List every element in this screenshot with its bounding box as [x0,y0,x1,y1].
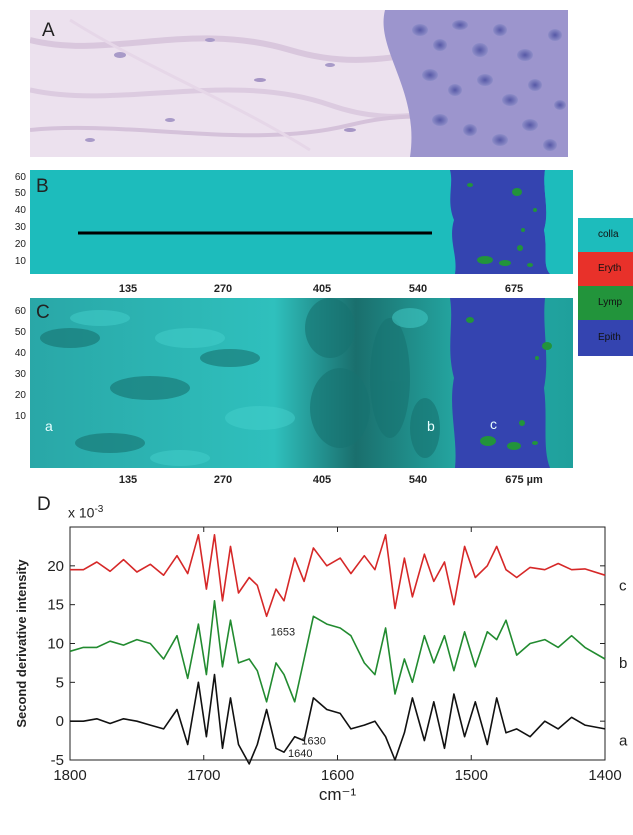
x-tick-c: 135 [118,474,138,486]
panel-b-map: B [30,170,573,274]
panel-label-a: A [42,20,55,41]
y-multiplier-base: x 10 [68,504,95,521]
series-line-a [70,673,606,765]
panel-label-b: B [36,176,49,197]
legend-label: Eryth [598,263,622,274]
panel-c-axes: 60 50 40 30 20 10 [0,300,30,470]
legend-swatch-colla [578,218,633,252]
y-tick-label: 5 [56,674,64,691]
y-tick: 40 [14,205,26,216]
panel-label-c: C [36,302,50,323]
y-tick: 30 [14,222,26,233]
region-label-c: c [490,416,497,432]
legend: colla Eryth Lymp Epith [578,218,633,356]
x-tick-label: 1400 [588,767,621,784]
y-axis-label: Second derivative intensity [14,559,29,728]
legend-swatch-lymp [578,286,633,320]
x-tick-label: 1700 [187,767,220,784]
x-tick-b: 675 [504,283,524,295]
y-multiplier-exp: -3 [94,504,104,515]
y-tick: 10 [14,256,26,267]
histology-image [30,10,568,157]
y-tick: 20 [14,390,26,401]
y-tick-label: -5 [51,752,64,769]
x-tick-c: 270 [213,474,233,486]
series-line-c [70,534,606,618]
legend-swatch-eryth [578,252,633,286]
y-tick: 10 [14,411,26,422]
x-tick-b: 405 [312,283,332,295]
panel-label-d: D [37,494,51,515]
y-tick: 60 [14,306,26,317]
x-tick-c: 540 [408,474,428,486]
x-tick-b: 135 [118,283,138,295]
y-tick: 50 [14,327,26,338]
y-multiplier: x 10-3 [68,504,103,521]
legend-label: colla [598,229,619,240]
peak-annotation: 1630 [301,735,325,747]
series-line-b [69,600,606,703]
x-tick-b: 270 [213,283,233,295]
legend-swatch-epith [578,320,633,356]
classification-map [30,170,573,274]
series-label-c: c [619,577,627,594]
y-tick-label: 15 [47,597,64,614]
region-label-a: a [45,418,53,434]
legend-label: Epith [598,332,621,343]
peak-annotation: 1653 [271,627,295,639]
panel-a-histology: A [30,10,568,157]
x-tick-label: 1500 [455,767,488,784]
panel-b-axes: 60 50 40 30 20 10 [0,168,30,278]
y-tick: 30 [14,369,26,380]
panel-c-map: C a b c [30,298,573,468]
y-tick: 50 [14,188,26,199]
spectra-chart: 1800 1700 1600 1500 1400 20 15 10 5 0 -5 c b a 1653 164… [14,526,628,804]
peak-annotation: 1640 [288,748,312,760]
series-label-b: b [619,655,627,672]
x-axis-label: cm⁻¹ [319,785,357,804]
y-tick: 20 [14,239,26,250]
y-tick: 40 [14,348,26,359]
y-tick: 60 [14,172,26,183]
legend-label: Lymp [598,297,623,308]
x-tick-b: 540 [408,283,428,295]
y-tick-label: 20 [47,558,64,575]
region-label-b: b [427,418,435,434]
x-tick-label: 1800 [53,767,86,784]
series-label-a: a [619,733,628,750]
x-tick-c: 675 µm [505,474,543,486]
y-tick-label: 0 [56,713,64,730]
x-tick-c: 405 [312,474,332,486]
spectral-map [30,298,573,468]
y-tick-label: 10 [47,636,64,653]
x-tick-label: 1600 [321,767,354,784]
